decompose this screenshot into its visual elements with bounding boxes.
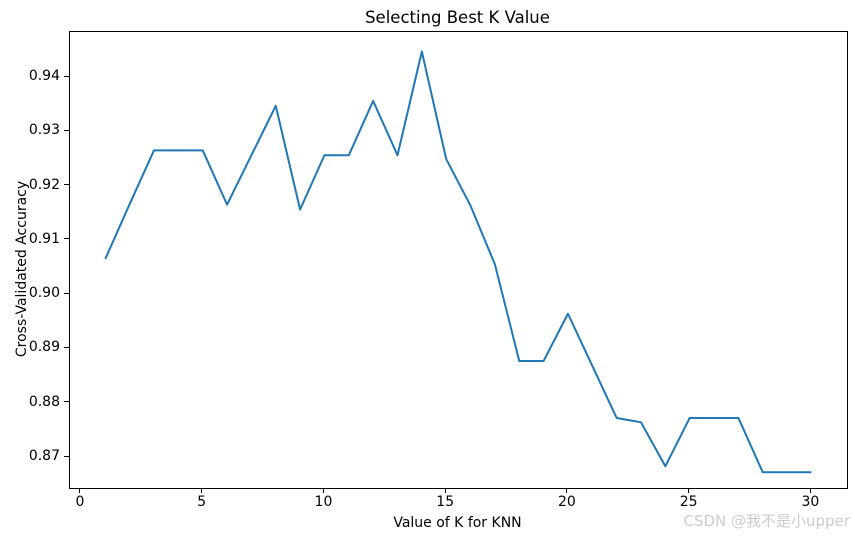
y-tick-label: 0.88: [28, 393, 60, 410]
y-tick-label: 0.92: [28, 176, 60, 193]
x-tick-mark: [566, 488, 568, 493]
y-tick-mark: [64, 238, 69, 240]
y-tick-mark: [64, 401, 69, 403]
x-tick-mark: [322, 488, 324, 493]
y-tick-mark: [64, 346, 69, 348]
x-tick-label: 0: [75, 494, 85, 510]
chart-title: Selecting Best K Value: [365, 8, 550, 27]
y-tick-label: 0.93: [28, 122, 60, 139]
watermark-text: CSDN @我不是小upper: [683, 512, 850, 530]
line-plot: [104, 50, 812, 474]
y-tick-mark: [64, 184, 69, 186]
y-axis-label: Cross-Validated Accuracy: [14, 180, 30, 358]
y-tick-mark: [64, 455, 69, 457]
x-tick-label: 30: [801, 494, 820, 510]
x-tick-label: 20: [558, 494, 576, 510]
x-tick-label: 15: [436, 494, 455, 510]
y-tick-label: 0.89: [28, 339, 60, 356]
y-tick-label: 0.87: [28, 448, 60, 465]
x-axis-label: Value of K for KNN: [393, 515, 522, 531]
y-tick-label: 0.94: [28, 68, 60, 85]
x-tick-mark: [688, 488, 690, 493]
x-tick-label: 25: [679, 494, 698, 510]
x-tick-label: 5: [197, 494, 207, 510]
y-tick-label: 0.91: [28, 230, 60, 247]
y-tick-mark: [64, 75, 69, 77]
plot-area: [69, 31, 848, 489]
x-tick-mark: [809, 488, 811, 493]
x-tick-mark: [444, 488, 446, 493]
accuracy-line: [104, 50, 812, 474]
y-tick-mark: [64, 129, 69, 131]
x-tick-label: 10: [314, 494, 333, 510]
y-tick-mark: [64, 292, 69, 294]
y-tick-label: 0.90: [28, 285, 60, 302]
x-tick-mark: [79, 488, 81, 493]
x-tick-mark: [201, 488, 203, 493]
